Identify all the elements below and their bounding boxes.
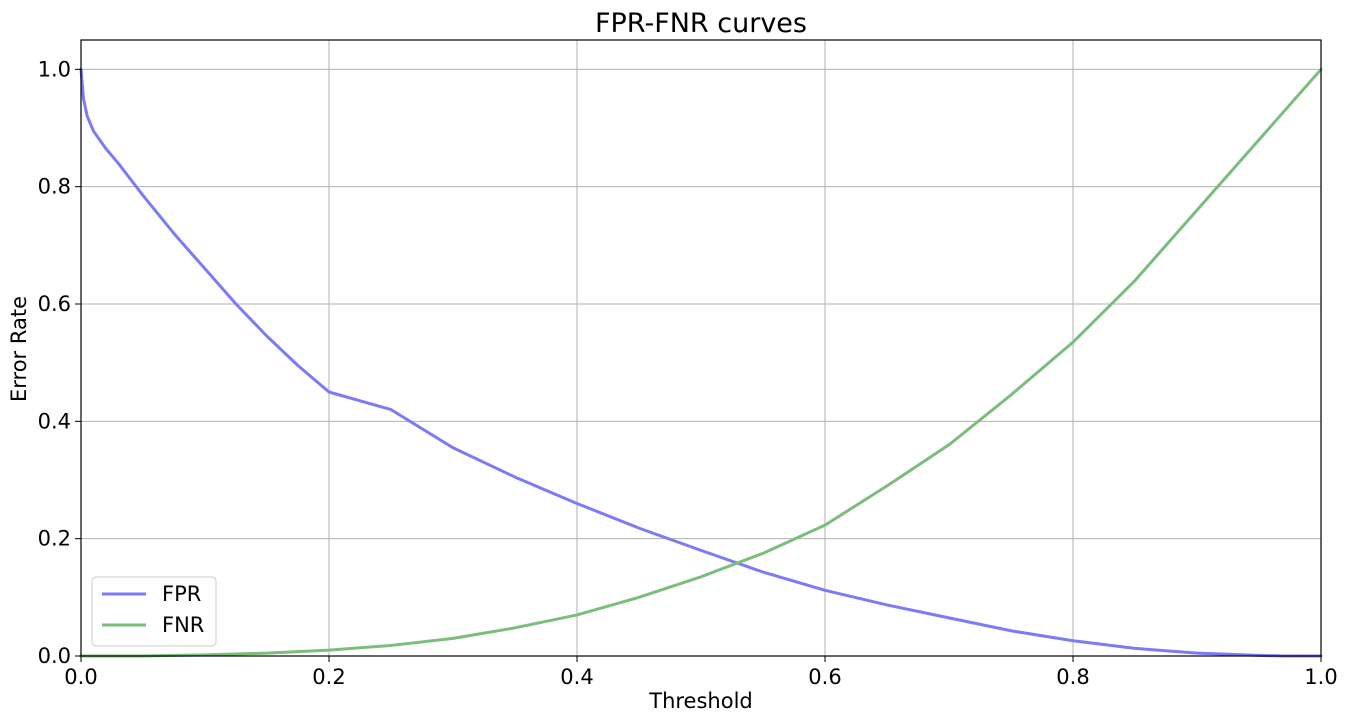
y-tick-label: 1.0 [38, 57, 71, 81]
series-lines [79, 67, 1323, 658]
plot-frame [80, 39, 1322, 657]
y-tick-label: 0.8 [38, 175, 71, 199]
y-ticks: 0.0 0.2 0.4 0.6 0.8 1.0 [38, 57, 81, 668]
legend: FPR FNR [91, 576, 217, 647]
x-axis-label: Threshold [648, 689, 753, 713]
x-tick-label: 0.6 [808, 665, 841, 689]
y-tick-label: 0.2 [38, 527, 71, 551]
chart-title: FPR-FNR curves [595, 8, 807, 39]
y-axis-label: Error Rate [7, 296, 31, 402]
grid-lines [80, 40, 1322, 657]
series-line-fpr [79, 67, 1323, 658]
x-tick-label: 0.0 [64, 665, 97, 689]
y-tick-label: 0.0 [38, 644, 71, 668]
legend-fnr-label: FNR [162, 613, 204, 637]
series-line-fnr [79, 67, 1323, 658]
y-tick-label: 0.4 [38, 409, 71, 433]
y-tick-label: 0.6 [38, 292, 71, 316]
x-tick-label: 1.0 [1304, 665, 1337, 689]
x-tick-label: 0.4 [560, 665, 593, 689]
x-ticks: 0.0 0.2 0.4 0.6 0.8 1.0 [64, 656, 1338, 689]
x-tick-label: 0.2 [312, 665, 345, 689]
legend-fpr-label: FPR [162, 582, 201, 606]
x-tick-label: 0.8 [1056, 665, 1089, 689]
